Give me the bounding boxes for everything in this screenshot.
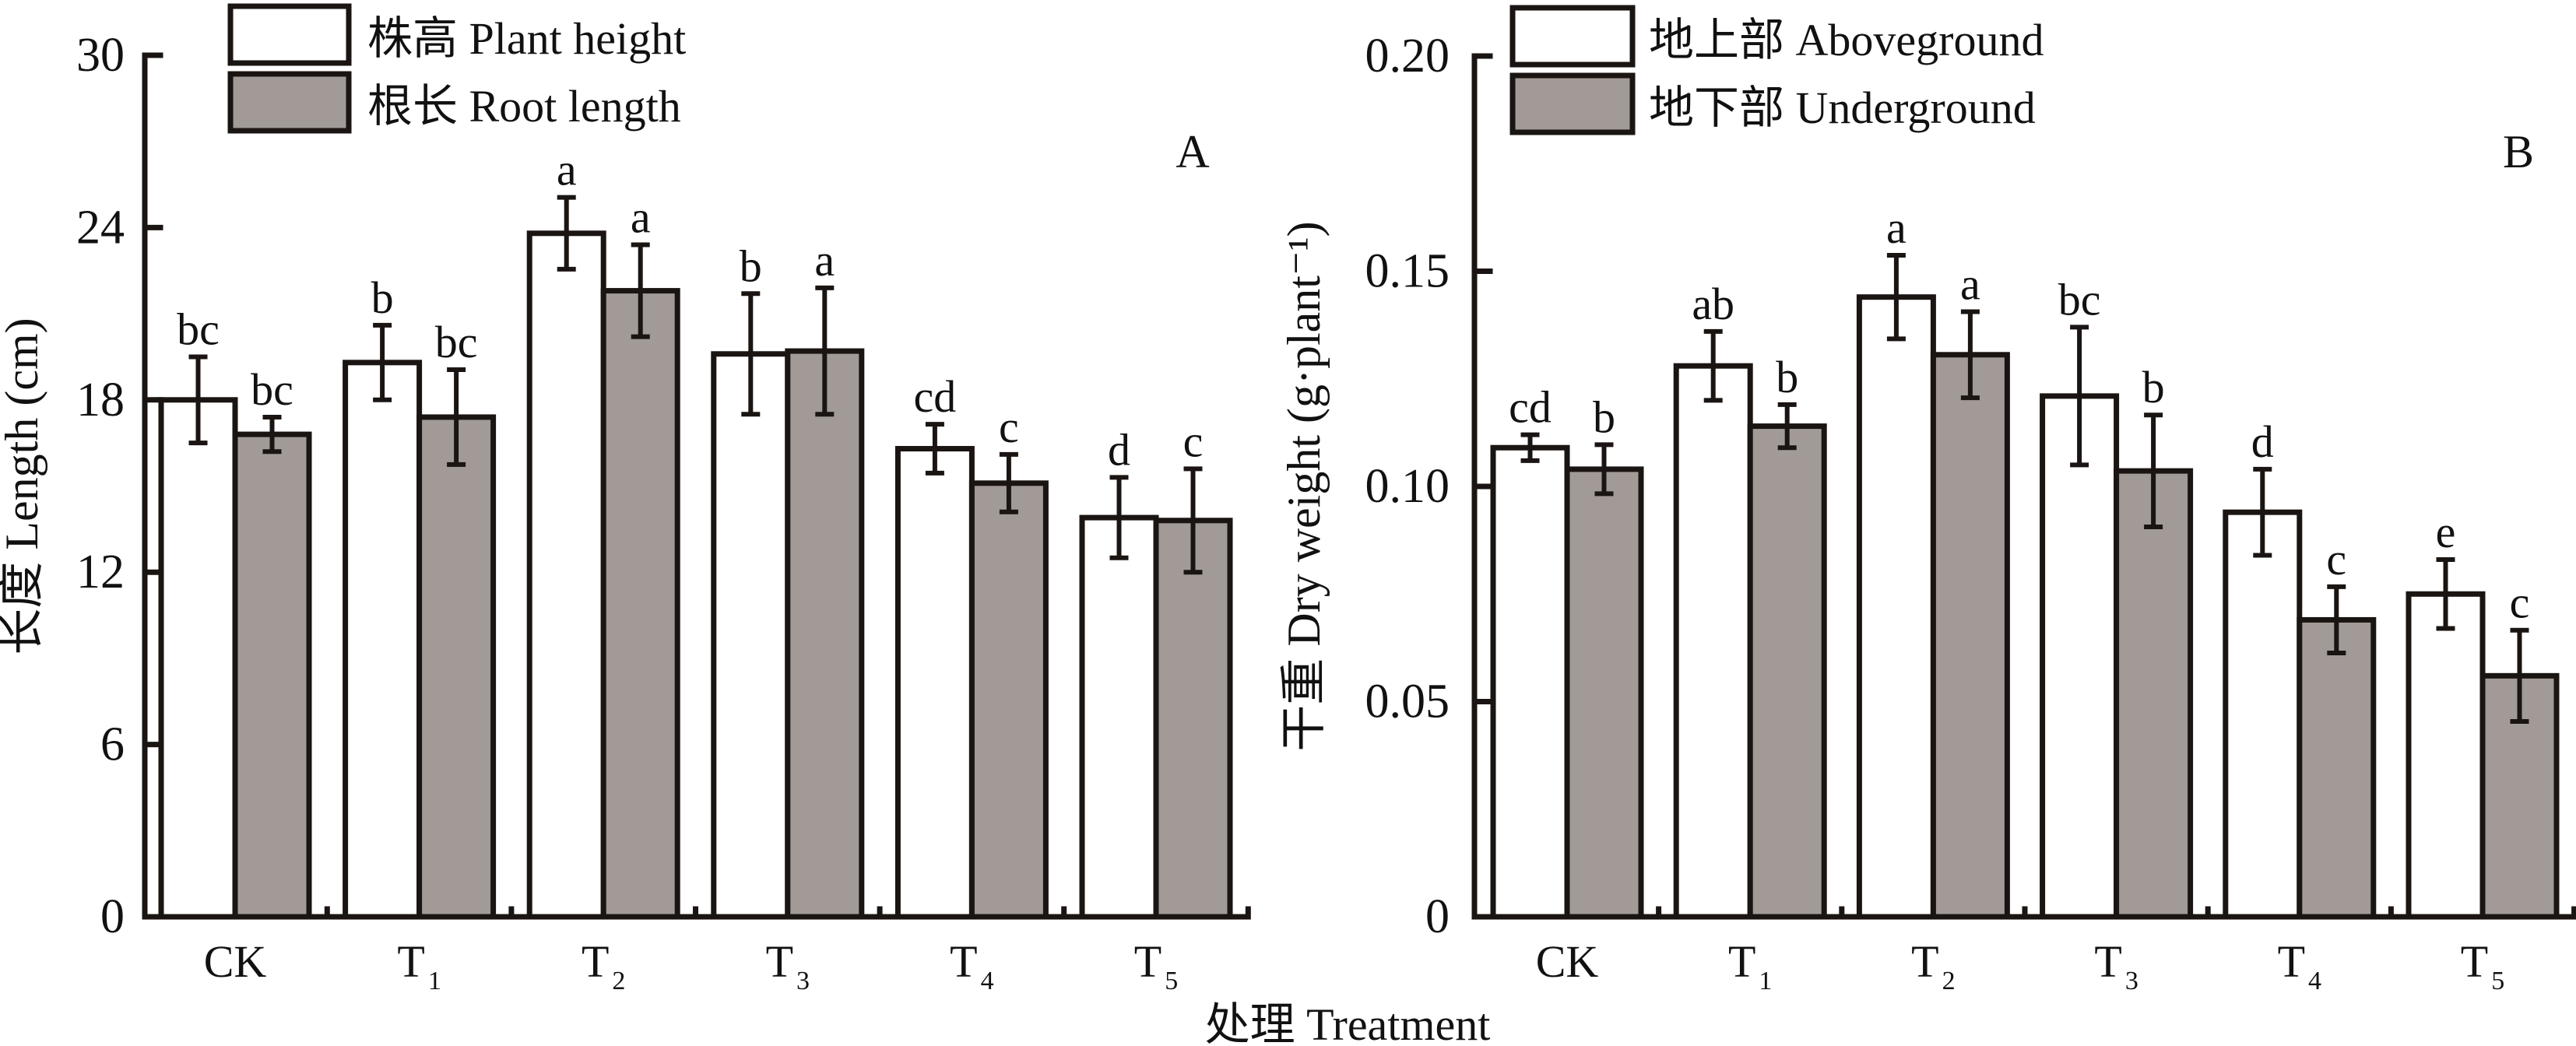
significance-letter: b — [740, 240, 762, 291]
bar-series2-t5 — [1153, 518, 1233, 920]
y-tick-label: 0.05 — [1365, 676, 1450, 728]
y-tick-label: 0 — [1425, 890, 1450, 943]
panel-label: A — [1176, 126, 1209, 177]
y-tick-label: 0.10 — [1365, 460, 1450, 513]
bar-series1-ck — [1490, 444, 1570, 920]
y-tick-label: 24 — [76, 201, 125, 254]
bar-series1-t5 — [2406, 591, 2486, 920]
bar-series2-t2 — [1930, 352, 2010, 920]
bar-series1-ck — [158, 397, 238, 920]
legend-label: 根长 Root length — [367, 81, 681, 132]
bar-series2-ck — [232, 431, 312, 920]
bar-series1-t4 — [894, 446, 975, 920]
y-tick-label: 0.20 — [1365, 30, 1450, 82]
significance-letter: b — [371, 272, 394, 323]
significance-letter: c — [999, 402, 1019, 452]
y-tick-label: 30 — [76, 29, 125, 82]
y-tick-label: 6 — [100, 718, 125, 771]
legend-label: 地下部 Underground — [1649, 82, 2036, 133]
y-tick-label: 18 — [76, 374, 125, 426]
bar-series1-t1 — [1673, 363, 1753, 920]
significance-letter: a — [1886, 202, 1907, 253]
bar-series2-t1 — [1747, 423, 1827, 920]
significance-letter: cd — [1509, 382, 1552, 433]
significance-letter: e — [2436, 507, 2456, 557]
significance-letter: a — [814, 235, 835, 286]
significance-letter: cd — [914, 371, 957, 422]
shared-x-axis-label: 处理 Treatment — [1205, 999, 1491, 1046]
y-tick-label: 0.15 — [1365, 245, 1450, 298]
bar-series1-t2 — [1856, 294, 1936, 920]
y-axis-label: 干重 Dry weight (g·plant⁻¹) — [1278, 221, 1330, 751]
bar-series1-t1 — [343, 360, 423, 920]
x-tick-label: CK — [1536, 936, 1599, 987]
significance-letter: b — [1593, 391, 1615, 442]
bar-series1-t5 — [1079, 514, 1159, 920]
bar-series1-t4 — [2223, 509, 2303, 920]
significance-letter: b — [1776, 352, 1798, 402]
significance-letter: bc — [177, 304, 220, 354]
significance-letter: bc — [2058, 274, 2101, 325]
legend-label: 株高 Plant height — [367, 13, 686, 64]
bar-series2-t4 — [968, 480, 1049, 920]
legend-swatch-series1 — [227, 3, 352, 66]
significance-letter: d — [1108, 424, 1130, 475]
y-axis-label: 长度 Length (cm) — [0, 318, 47, 655]
legend-label: 地上部 Aboveground — [1649, 15, 2044, 65]
significance-letter: c — [1183, 416, 1204, 466]
significance-letter: a — [557, 145, 577, 195]
bar-series2-ck — [1564, 466, 1644, 920]
bar-series1-t3 — [2040, 393, 2120, 920]
significance-letter: a — [1960, 258, 1980, 309]
bar-series2-t1 — [416, 414, 497, 920]
panel-label: B — [2503, 126, 2534, 177]
significance-letter: bc — [251, 364, 293, 415]
significance-letter: c — [2326, 534, 2346, 584]
significance-letter: ab — [1692, 279, 1734, 329]
significance-letter: bc — [435, 317, 478, 367]
x-tick-label: CK — [204, 936, 267, 987]
bar-series2-t2 — [600, 288, 680, 920]
y-tick-label: 0 — [100, 890, 125, 943]
significance-letter: d — [2251, 416, 2274, 467]
bar-series1-t2 — [526, 230, 606, 920]
bar-series2-t3 — [785, 348, 865, 920]
bar-series1-t3 — [711, 351, 791, 920]
significance-letter: a — [631, 192, 651, 243]
legend-swatch-series2 — [1509, 72, 1636, 135]
y-tick-label: 12 — [76, 546, 125, 598]
bar-series2-t4 — [2297, 616, 2377, 920]
legend-swatch-series2 — [227, 71, 352, 134]
significance-letter: c — [2510, 577, 2530, 628]
bar-series2-t3 — [2114, 468, 2194, 920]
significance-letter: b — [2142, 362, 2165, 412]
legend-swatch-series1 — [1509, 5, 1636, 68]
